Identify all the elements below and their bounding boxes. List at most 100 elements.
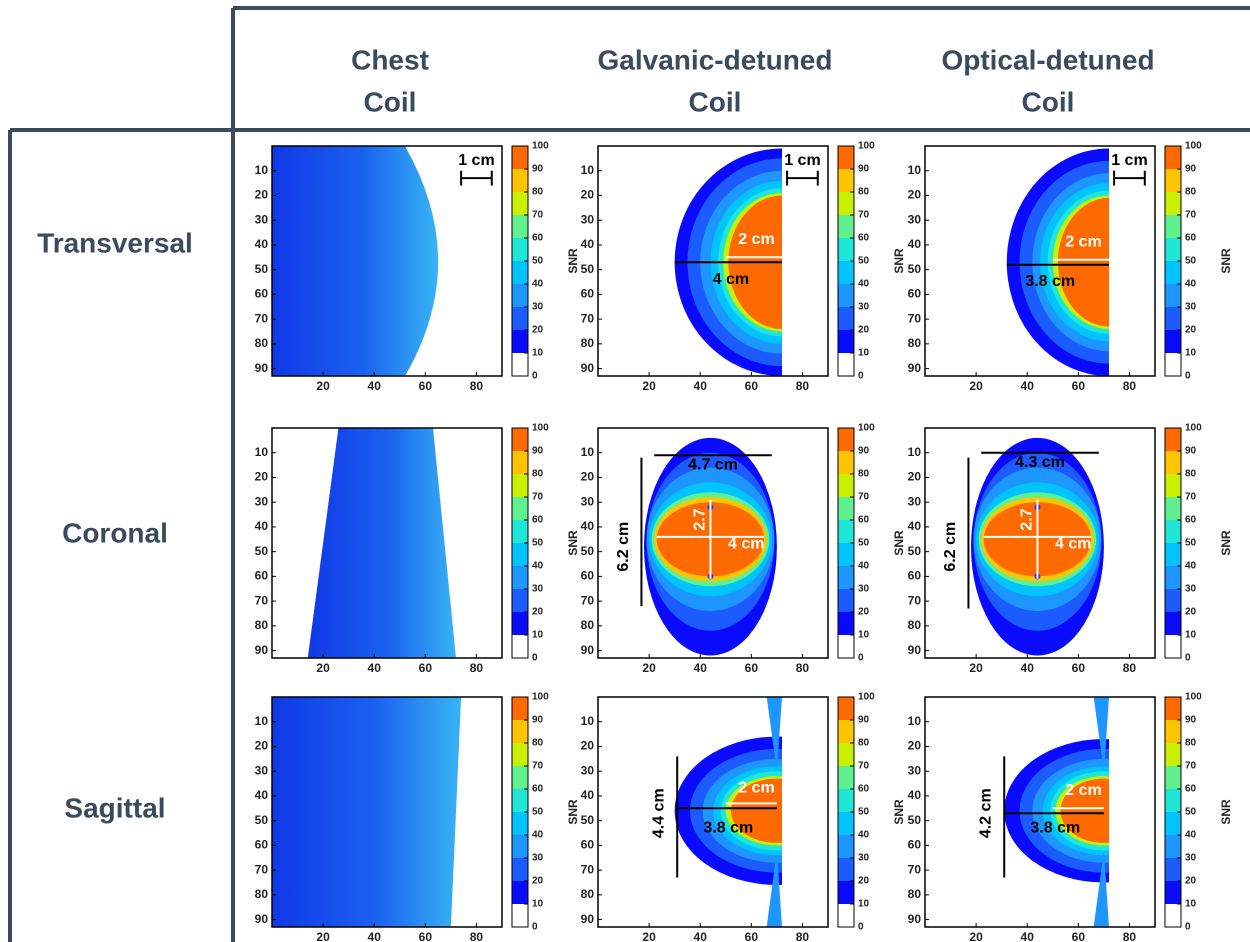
x-tick-label: 40 [368, 379, 382, 393]
colorbar-band [512, 146, 528, 169]
x-tick-label: 40 [1021, 930, 1035, 942]
colorbar-band [512, 307, 528, 330]
colorbar-tick-label: 60 [532, 233, 544, 244]
x-tick-label: 20 [642, 930, 656, 942]
annotation: 4 cm [1055, 535, 1091, 552]
y-tick-label: 90 [581, 912, 595, 926]
colorbar-tick-label: 50 [532, 538, 544, 549]
colorbar-band [512, 474, 528, 497]
colorbar-band [512, 543, 528, 566]
annotation: 1 cm [458, 152, 494, 169]
colorbar-tick-label: 100 [532, 423, 549, 434]
y-tick-label: 80 [908, 887, 922, 901]
colorbar-tick-label: 10 [1185, 348, 1197, 359]
colorbar-band [512, 697, 528, 720]
colorbar-band [838, 858, 854, 881]
colorbar-band [838, 697, 854, 720]
colorbar-tick-label: 50 [858, 256, 870, 267]
colorbar-band [512, 789, 528, 812]
colorbar-label: SNR [892, 248, 906, 274]
colorbar-tick-label: 90 [532, 446, 544, 457]
colorbar-tick-label: 30 [858, 584, 870, 595]
x-tick-label: 40 [1021, 379, 1035, 393]
colorbar-tick-label: 70 [858, 761, 870, 772]
colorbar-tick-label: 60 [858, 515, 870, 526]
x-tick-label: 80 [470, 930, 484, 942]
colorbar-band [838, 904, 854, 927]
plot-frame [271, 145, 503, 377]
heatmap [1006, 148, 1109, 376]
annotation: 6.2 cm [942, 522, 959, 572]
colorbar-tick-label: 10 [1185, 899, 1197, 910]
x-tick-label: 20 [316, 379, 330, 393]
colorbar-tick-label: 10 [1185, 630, 1197, 641]
colorbar-label: SNR [566, 530, 580, 556]
colorbar-band [838, 284, 854, 307]
y-tick-label: 70 [908, 862, 922, 876]
colorbar-band [1165, 881, 1181, 904]
x-tick-label: 40 [368, 661, 382, 675]
colorbar-band [1165, 520, 1181, 543]
y-tick-label: 10 [255, 714, 269, 728]
colorbar-band [838, 192, 854, 215]
y-tick-label: 20 [908, 470, 922, 484]
colorbar-band [512, 858, 528, 881]
y-tick-label: 20 [581, 470, 595, 484]
annotation: 2.7 [1018, 508, 1035, 530]
colorbar-tick-label: 30 [1185, 584, 1197, 595]
colorbar-band [838, 812, 854, 835]
colorbar-band [1165, 720, 1181, 743]
colorbar-tick-label: 100 [1185, 423, 1202, 434]
colorbar-label: SNR [1219, 799, 1233, 825]
colorbar-tick-label: 80 [1185, 469, 1197, 480]
y-tick-label: 10 [908, 163, 922, 177]
annotation: 2 cm [738, 780, 774, 797]
y-tick-label: 80 [581, 336, 595, 350]
colorbar-tick-label: 100 [1185, 692, 1202, 703]
column-header: Coil [1022, 86, 1075, 117]
y-tick-label: 10 [581, 445, 595, 459]
y-tick-label: 50 [581, 544, 595, 558]
y-tick-label: 50 [908, 262, 922, 276]
x-tick-label: 20 [642, 661, 656, 675]
colorbar-tick-label: 30 [532, 302, 544, 313]
colorbar-band [1165, 497, 1181, 520]
colorbar-band [512, 520, 528, 543]
colorbar-band [1165, 284, 1181, 307]
colorbar-band [512, 589, 528, 612]
x-tick-label: 40 [368, 930, 382, 942]
y-tick-label: 20 [908, 739, 922, 753]
annotation: 4.7 cm [688, 456, 738, 473]
colorbar-tick-label: 10 [858, 630, 870, 641]
colorbar-band [512, 330, 528, 353]
colorbar-tick-label: 80 [858, 187, 870, 198]
colorbar-band [512, 766, 528, 789]
colorbar-tick-label: 10 [858, 899, 870, 910]
colorbar-band [838, 474, 854, 497]
annotation: 2 cm [1065, 234, 1101, 251]
colorbar-tick-label: 20 [858, 876, 870, 887]
heatmap-region [272, 697, 462, 927]
colorbar-band [1165, 789, 1181, 812]
colorbar-tick-label: 90 [1185, 715, 1197, 726]
x-tick-label: 60 [1072, 379, 1086, 393]
colorbar-tick-label: 20 [1185, 607, 1197, 618]
heatmap-layer [730, 778, 782, 843]
colorbar-band [838, 635, 854, 658]
colorbar-band [512, 284, 528, 307]
colorbar-band [1165, 635, 1181, 658]
heatmap [272, 697, 462, 927]
y-tick-label: 70 [255, 593, 269, 607]
x-tick-label: 60 [1072, 930, 1086, 942]
colorbar-tick-label: 20 [1185, 876, 1197, 887]
y-tick-label: 10 [581, 714, 595, 728]
y-tick-label: 20 [581, 188, 595, 202]
colorbar-tick-label: 50 [1185, 807, 1197, 818]
x-tick-label: 20 [969, 930, 983, 942]
colorbar-tick-label: 0 [1185, 922, 1191, 933]
x-tick-label: 60 [745, 379, 759, 393]
colorbar-band [838, 720, 854, 743]
colorbar-tick-label: 50 [858, 807, 870, 818]
y-tick-label: 60 [908, 569, 922, 583]
colorbar-band [838, 428, 854, 451]
